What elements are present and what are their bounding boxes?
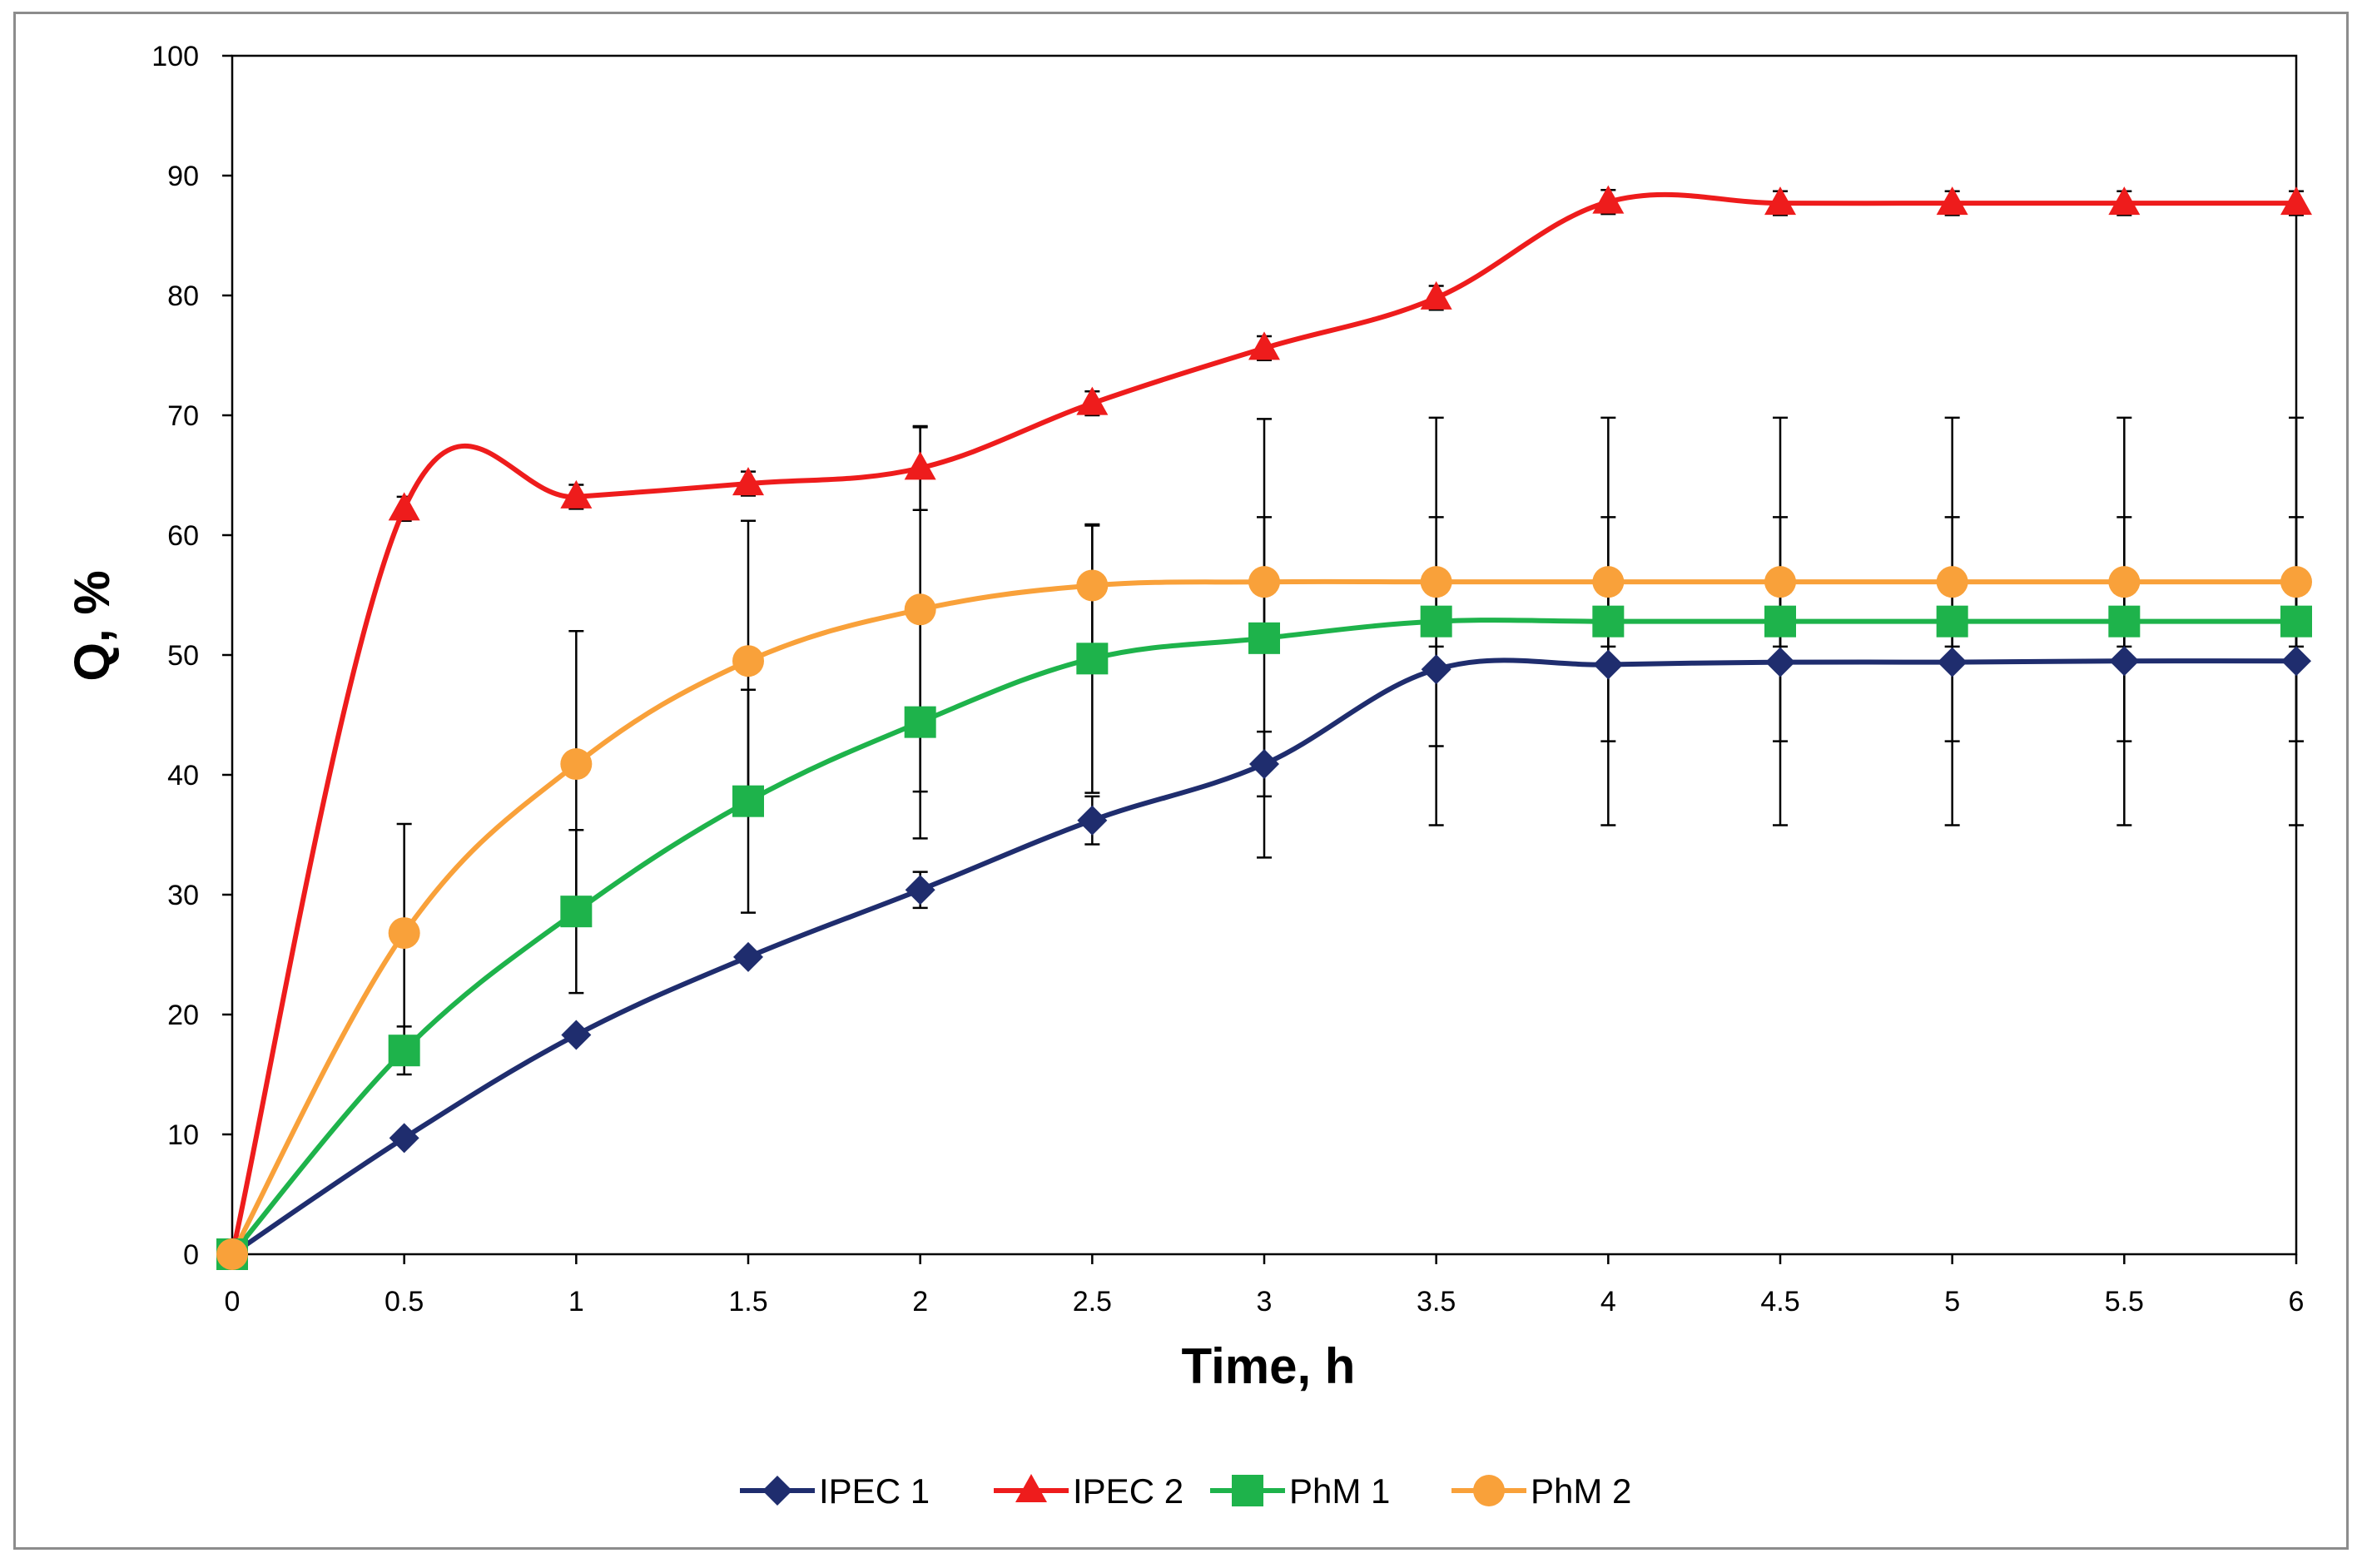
data-point-phm-2 — [1248, 566, 1280, 598]
data-point-phm-2 — [216, 1238, 248, 1270]
data-point-phm-1 — [1248, 622, 1280, 654]
data-point-phm-2 — [904, 593, 936, 626]
data-point-ipec-2 — [904, 451, 936, 480]
y-tick-label: 60 — [167, 520, 199, 552]
legend-marker-ipec-1 — [762, 1476, 792, 1506]
y-tick-label: 50 — [167, 640, 199, 672]
data-point-phm-2 — [2280, 566, 2312, 598]
legend: IPEC 1 IPEC 2 PhM 1 PhM 2 — [740, 1471, 1631, 1511]
series-line-ipec-2 — [230, 191, 2296, 1255]
legend-marker-ipec-2 — [1015, 1474, 1047, 1502]
data-point-ipec-2 — [1248, 331, 1280, 360]
data-point-ipec-1 — [1765, 647, 1795, 677]
data-point-ipec-2 — [732, 467, 764, 496]
data-point-ipec-2 — [1076, 386, 1109, 415]
y-tick-label: 40 — [167, 760, 199, 791]
y-tick-label: 70 — [167, 400, 199, 432]
x-axis-title: Time, h — [1182, 1338, 1356, 1394]
data-point-phm-1 — [2108, 605, 2141, 638]
data-point-ipec-1 — [1593, 649, 1624, 680]
data-point-phm-1 — [560, 896, 593, 928]
data-point-phm-2 — [732, 645, 764, 677]
legend-marker-phm-2 — [1473, 1475, 1505, 1506]
x-tick-label: 5 — [1944, 1286, 1960, 1317]
data-point-phm-2 — [560, 748, 593, 781]
legend-label-ipec-1: IPEC 1 — [819, 1471, 930, 1511]
y-axis-title: Q, % — [64, 570, 120, 681]
data-point-ipec-1 — [733, 941, 763, 972]
x-tick-label: 6 — [2289, 1286, 2305, 1317]
data-point-ipec-1 — [561, 1020, 592, 1050]
x-tick-label: 2 — [912, 1286, 928, 1317]
y-tick-label: 0 — [183, 1239, 199, 1271]
data-point-ipec-2 — [2280, 186, 2312, 216]
data-point-phm-2 — [1764, 566, 1796, 598]
data-point-phm-2 — [2108, 566, 2141, 598]
data-point-ipec-2 — [1420, 280, 1452, 310]
x-tick-label: 1.5 — [728, 1286, 767, 1317]
data-point-ipec-2 — [2108, 186, 2141, 216]
data-point-ipec-1 — [905, 875, 935, 906]
x-tick-label: 1 — [568, 1286, 584, 1317]
x-tick-label: 0.5 — [385, 1286, 424, 1317]
y-tick-label: 100 — [151, 41, 199, 72]
data-point-phm-1 — [732, 785, 764, 817]
data-point-phm-2 — [1076, 569, 1109, 602]
error-bars — [396, 189, 2304, 1076]
data-point-phm-1 — [1076, 643, 1109, 675]
legend-label-phm-1: PhM 1 — [1289, 1471, 1390, 1511]
series-markers — [216, 185, 2312, 1270]
data-point-phm-1 — [1592, 605, 1625, 638]
y-tick-label: 30 — [167, 880, 199, 911]
x-tick-label: 2.5 — [1073, 1286, 1112, 1317]
y-tick-label: 20 — [167, 1000, 199, 1031]
x-tick-label: 4 — [1600, 1286, 1616, 1317]
y-tick-label: 10 — [167, 1119, 199, 1151]
data-point-ipec-1 — [1421, 654, 1451, 685]
data-point-phm-1 — [1420, 605, 1452, 638]
x-tick-label: 3.5 — [1417, 1286, 1456, 1317]
data-point-ipec-1 — [1249, 749, 1279, 780]
data-point-ipec-2 — [1764, 186, 1796, 216]
axes: 0 10 20 30 40 50 60 70 80 90 100 0 0.5 1 1.5 2 2.5 3 3.5 4 4… — [151, 41, 2304, 1317]
data-point-phm-1 — [1764, 605, 1796, 638]
data-point-phm-2 — [1936, 566, 1968, 598]
data-point-ipec-2 — [1592, 185, 1625, 214]
data-point-ipec-1 — [1937, 647, 1968, 677]
x-tick-label: 3 — [1257, 1286, 1273, 1317]
data-point-phm-2 — [1420, 566, 1452, 598]
data-point-phm-1 — [388, 1035, 420, 1067]
release-profile-chart: 0 10 20 30 40 50 60 70 80 90 100 0 0.5 1 1.5 2 2.5 3 3.5 4 4… — [64, 41, 2312, 1511]
data-point-phm-2 — [388, 917, 420, 950]
x-tick-label: 0 — [225, 1286, 241, 1317]
data-point-ipec-1 — [389, 1123, 419, 1154]
chart-frame: 0 10 20 30 40 50 60 70 80 90 100 0 0.5 1 1.5 2 2.5 3 3.5 4 4… — [13, 12, 2349, 1550]
data-point-ipec-2 — [388, 492, 420, 521]
data-point-ipec-1 — [1077, 805, 1108, 836]
legend-marker-phm-1 — [1232, 1475, 1263, 1506]
data-point-phm-1 — [2280, 605, 2312, 638]
data-point-ipec-2 — [560, 479, 593, 509]
legend-label-ipec-2: IPEC 2 — [1073, 1471, 1183, 1511]
x-tick-label: 4.5 — [1760, 1286, 1799, 1317]
data-point-ipec-2 — [1936, 186, 1968, 216]
data-point-ipec-1 — [2109, 646, 2140, 677]
data-point-phm-1 — [904, 706, 936, 738]
y-tick-label: 90 — [167, 161, 199, 192]
data-point-phm-1 — [1936, 605, 1968, 638]
y-tick-label: 80 — [167, 280, 199, 312]
data-point-ipec-1 — [2281, 646, 2311, 677]
x-tick-label: 5.5 — [2105, 1286, 2144, 1317]
data-point-phm-2 — [1592, 566, 1625, 598]
legend-label-phm-2: PhM 2 — [1531, 1471, 1631, 1511]
